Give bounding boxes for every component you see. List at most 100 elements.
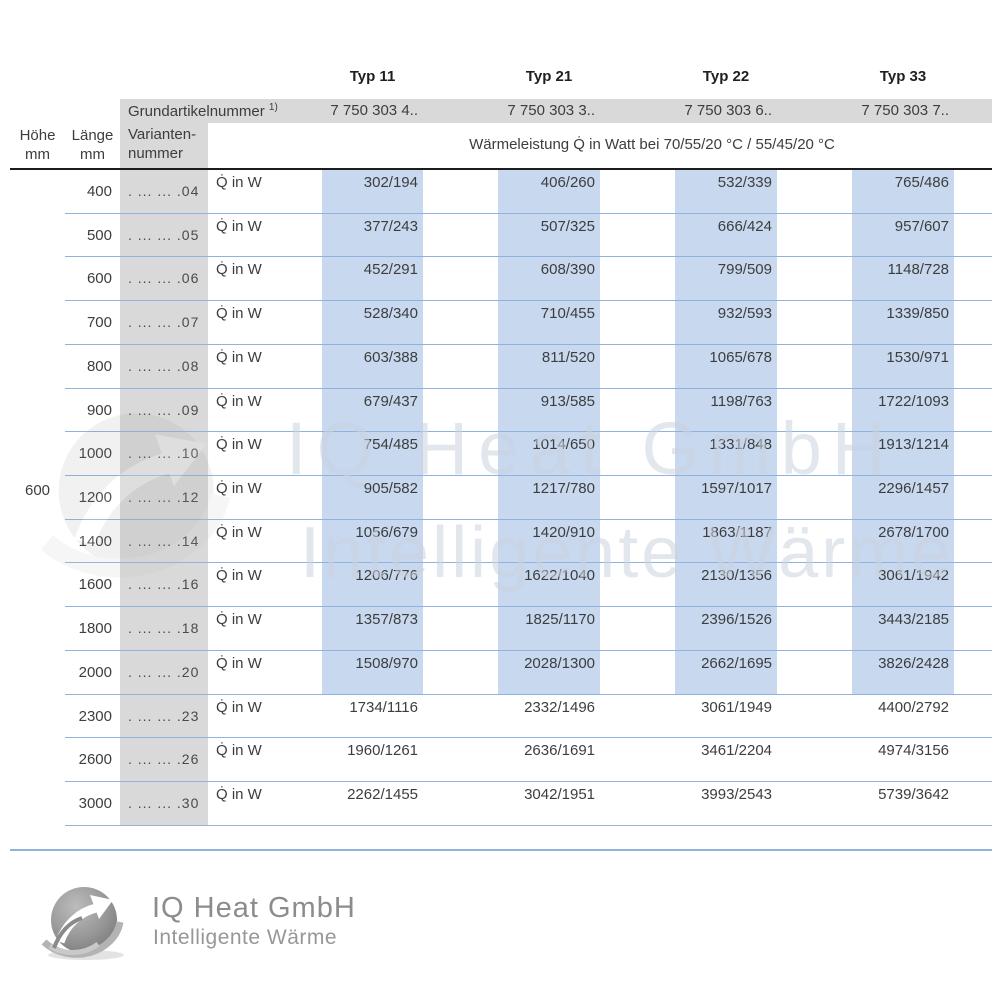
variant-cell: . ... ... .05 xyxy=(120,213,208,257)
laenge-cell: 2300 xyxy=(78,707,112,725)
typ11-value-cell: 452/291 xyxy=(322,257,423,301)
grundartikelnummer-band xyxy=(120,99,992,123)
typ11-value-cell: 1734/1116 xyxy=(349,698,418,716)
column-gap xyxy=(777,607,852,650)
typ33-value-cell: 957/607 xyxy=(852,213,954,257)
column-gap xyxy=(777,738,852,781)
table-row: 600 . ... ... .06 Q̇ in W 452/291 608/39… xyxy=(65,257,992,302)
typ33-value-cell: 4974/3156 xyxy=(878,742,949,760)
table-row: 1800 . ... ... .18 Q̇ in W 1357/873 1825… xyxy=(65,607,992,651)
column-gap xyxy=(423,301,498,344)
row-right-margin xyxy=(954,257,992,300)
typ22-value-cell: 932/593 xyxy=(675,301,777,344)
typ21-value-cell: 608/390 xyxy=(498,257,600,301)
typ22-value-cell: 1065/678 xyxy=(675,344,777,388)
q-label-cell: Q̇ in W xyxy=(216,261,262,279)
column-gap xyxy=(423,257,498,300)
variant-cell: . ... ... .08 xyxy=(120,344,208,388)
variant-cell: . ... ... .07 xyxy=(120,301,208,344)
column-gap xyxy=(600,170,675,213)
row-right-margin xyxy=(954,214,992,257)
laenge-cell: 1000 xyxy=(78,445,112,463)
typ21-value-cell: 2332/1496 xyxy=(524,698,595,716)
table-top-rule xyxy=(10,168,992,170)
typ33-value-cell: 3061/1942 xyxy=(852,563,954,607)
variant-cell: . ... ... .10 xyxy=(120,432,208,476)
laenge-column-header: Länge mm xyxy=(71,127,114,163)
column-gap xyxy=(423,695,498,738)
column-gap xyxy=(423,607,498,650)
column-gap xyxy=(777,651,852,694)
column-gap xyxy=(777,214,852,257)
grundartikelnummer-value: 7 750 303 4.. xyxy=(330,102,418,119)
typ22-value-cell: 532/339 xyxy=(675,170,777,213)
column-gap xyxy=(423,782,498,825)
typ11-value-cell: 377/243 xyxy=(322,213,423,257)
typ11-value-cell: 1056/679 xyxy=(322,519,423,563)
column-gap xyxy=(777,520,852,563)
typ21-value-cell: 1622/1040 xyxy=(498,563,600,607)
typ22-value-cell: 799/509 xyxy=(675,257,777,301)
row-right-margin xyxy=(954,389,992,432)
variant-cell: . ... ... .20 xyxy=(120,650,208,694)
company-logo-icon xyxy=(41,887,124,960)
typ11-value-cell: 905/582 xyxy=(322,476,423,519)
row-right-margin xyxy=(954,651,992,694)
typ11-value-cell: 2262/1455 xyxy=(347,786,418,804)
grundartikelnummer-value: 7 750 303 6.. xyxy=(684,102,772,119)
column-gap xyxy=(777,170,852,213)
laenge-cell: 800 xyxy=(86,357,112,375)
typ33-value-cell: 4400/2792 xyxy=(878,698,949,716)
q-label-cell: Q̇ in W xyxy=(216,348,262,366)
q-label-cell: Q̇ in W xyxy=(216,217,262,235)
typ21-value-cell: 2636/1691 xyxy=(524,742,595,760)
column-gap xyxy=(600,257,675,300)
q-label-cell: Q̇ in W xyxy=(216,436,262,454)
column-gap xyxy=(777,432,852,475)
q-label-cell: Q̇ in W xyxy=(216,654,262,672)
grundartikelnummer-value: 7 750 303 7.. xyxy=(861,102,949,119)
typ-column-header: Typ 33 xyxy=(879,68,927,85)
variant-cell: . ... ... .18 xyxy=(120,607,208,650)
table-row: 2300 . ... ... .23 Q̇ in W 1734/1116 233… xyxy=(65,694,992,739)
typ11-value-cell: 302/194 xyxy=(322,170,423,213)
row-right-margin xyxy=(954,345,992,388)
column-gap xyxy=(777,476,852,519)
column-gap xyxy=(423,651,498,694)
typ21-value-cell: 406/260 xyxy=(498,170,600,213)
typ-column-header: Typ 22 xyxy=(702,68,750,85)
row-right-margin xyxy=(954,476,992,519)
column-gap xyxy=(777,257,852,300)
row-right-margin xyxy=(954,695,992,738)
column-gap xyxy=(423,476,498,519)
variant-cell: . ... ... .30 xyxy=(120,782,208,825)
column-gap xyxy=(600,301,675,344)
typ21-value-cell: 1825/1170 xyxy=(498,607,600,650)
typ22-value-cell: 1198/763 xyxy=(675,388,777,432)
typ21-value-cell: 1014/650 xyxy=(498,432,600,476)
table-row: 800 . ... ... .08 Q̇ in W 603/388 811/52… xyxy=(65,344,992,389)
footer-company-name: IQ Heat GmbH xyxy=(152,892,356,924)
footer-tagline: Intelligente Wärme xyxy=(153,926,338,949)
typ22-value-cell: 1597/1017 xyxy=(675,476,777,519)
column-gap xyxy=(600,738,675,781)
laenge-cell: 1800 xyxy=(78,620,112,638)
typ22-value-cell: 3461/2204 xyxy=(701,742,772,760)
column-gap xyxy=(600,563,675,606)
laenge-cell: 500 xyxy=(86,226,112,244)
laenge-cell: 700 xyxy=(86,314,112,332)
grundartikelnummer-label: Grundartikelnummer 1) xyxy=(128,102,278,120)
typ22-value-cell: 1331/848 xyxy=(675,432,777,476)
row-right-margin xyxy=(954,520,992,563)
laenge-cell: 1400 xyxy=(78,532,112,550)
table-bottom-rule xyxy=(10,849,992,851)
q-label-cell: Q̇ in W xyxy=(216,480,262,498)
table-row: 2600 . ... ... .26 Q̇ in W 1960/1261 263… xyxy=(65,738,992,783)
typ21-value-cell: 710/455 xyxy=(498,301,600,344)
column-gap xyxy=(777,782,852,825)
laenge-cell: 400 xyxy=(86,183,112,200)
column-gap xyxy=(777,695,852,738)
variant-cell: . ... ... .06 xyxy=(120,257,208,301)
typ21-value-cell: 811/520 xyxy=(498,344,600,388)
typ11-value-cell: 1357/873 xyxy=(322,607,423,650)
